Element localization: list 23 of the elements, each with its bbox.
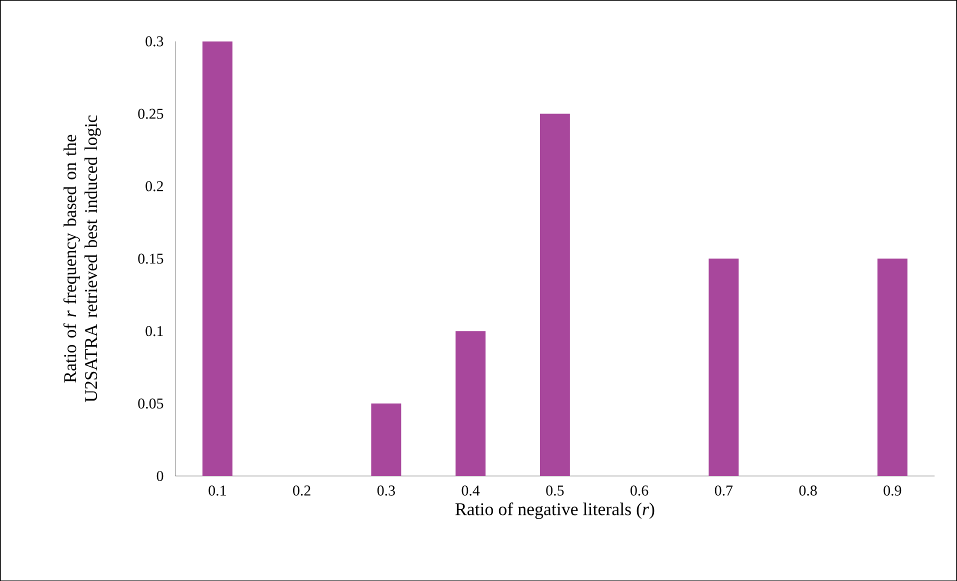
x-tick-label: 0.7 [714, 485, 733, 496]
x-tick-label: 0.9 [884, 485, 902, 496]
bar [202, 41, 232, 476]
bar [540, 114, 570, 476]
y-tick-label: 0.2 [146, 181, 163, 192]
x-axis-title: Ratio of negative literals (r) [455, 502, 654, 519]
y-tick-label: 0 [156, 470, 164, 481]
y-tick-label: 0.25 [138, 108, 164, 119]
y-tick-label: 0.05 [138, 398, 164, 408]
bar [456, 330, 486, 476]
x-tick-label: 0.2 [293, 485, 310, 496]
x-tick-label: 0.4 [462, 485, 480, 496]
x-tick-label: 0.8 [799, 485, 817, 496]
bar [371, 403, 402, 476]
y-tick-label: 0.3 [146, 36, 164, 46]
y-tick-label: 0.15 [138, 253, 164, 264]
x-tick-label: 0.3 [377, 485, 395, 496]
x-tick-label: 0.6 [630, 485, 648, 496]
y-tick-label: 0.1 [146, 326, 163, 336]
bar [877, 258, 908, 476]
x-tick-label: 0.5 [546, 485, 564, 496]
bar [708, 258, 739, 476]
x-tick-label: 0.1 [208, 485, 226, 496]
